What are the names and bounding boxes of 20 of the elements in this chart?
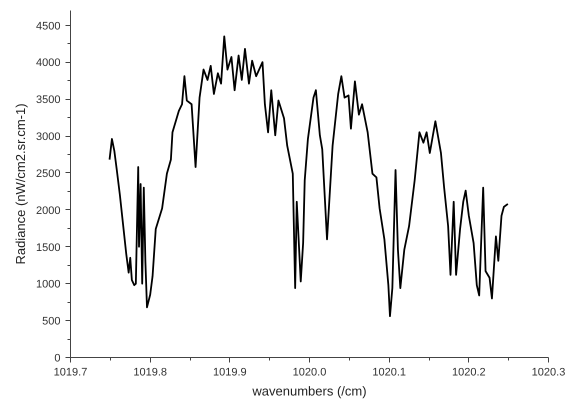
x-tick-label: 1020.1	[372, 366, 406, 378]
x-tick-label: 1020.2	[452, 366, 486, 378]
y-tick-label: 500	[42, 316, 61, 328]
y-tick-label: 1500	[36, 242, 61, 254]
y-tick-label: 4000	[36, 57, 61, 70]
y-tick-label: 1000	[36, 278, 61, 291]
x-axis-title: wavenumbers (/cm)	[251, 384, 367, 398]
x-tick-label: 1020.0	[292, 366, 326, 378]
line-series	[108, 35, 509, 318]
x-tick-label: 1020.3	[532, 366, 566, 378]
y-tick-label: 0	[54, 352, 61, 364]
y-tick-label: 2500	[36, 168, 61, 180]
y-tick-label: 4500	[36, 20, 61, 32]
y-axis-title: Radiance (nW/cm2.sr.cm-1)	[13, 103, 28, 265]
x-tick-label: 1019.9	[213, 366, 247, 378]
x-tick-label: 1019.8	[133, 366, 167, 378]
x-tick-label: 1019.7	[54, 366, 88, 378]
y-tick-label: 3500	[36, 94, 61, 106]
y-tick-label: 3000	[36, 131, 61, 144]
y-tick-label: 2000	[36, 204, 61, 217]
